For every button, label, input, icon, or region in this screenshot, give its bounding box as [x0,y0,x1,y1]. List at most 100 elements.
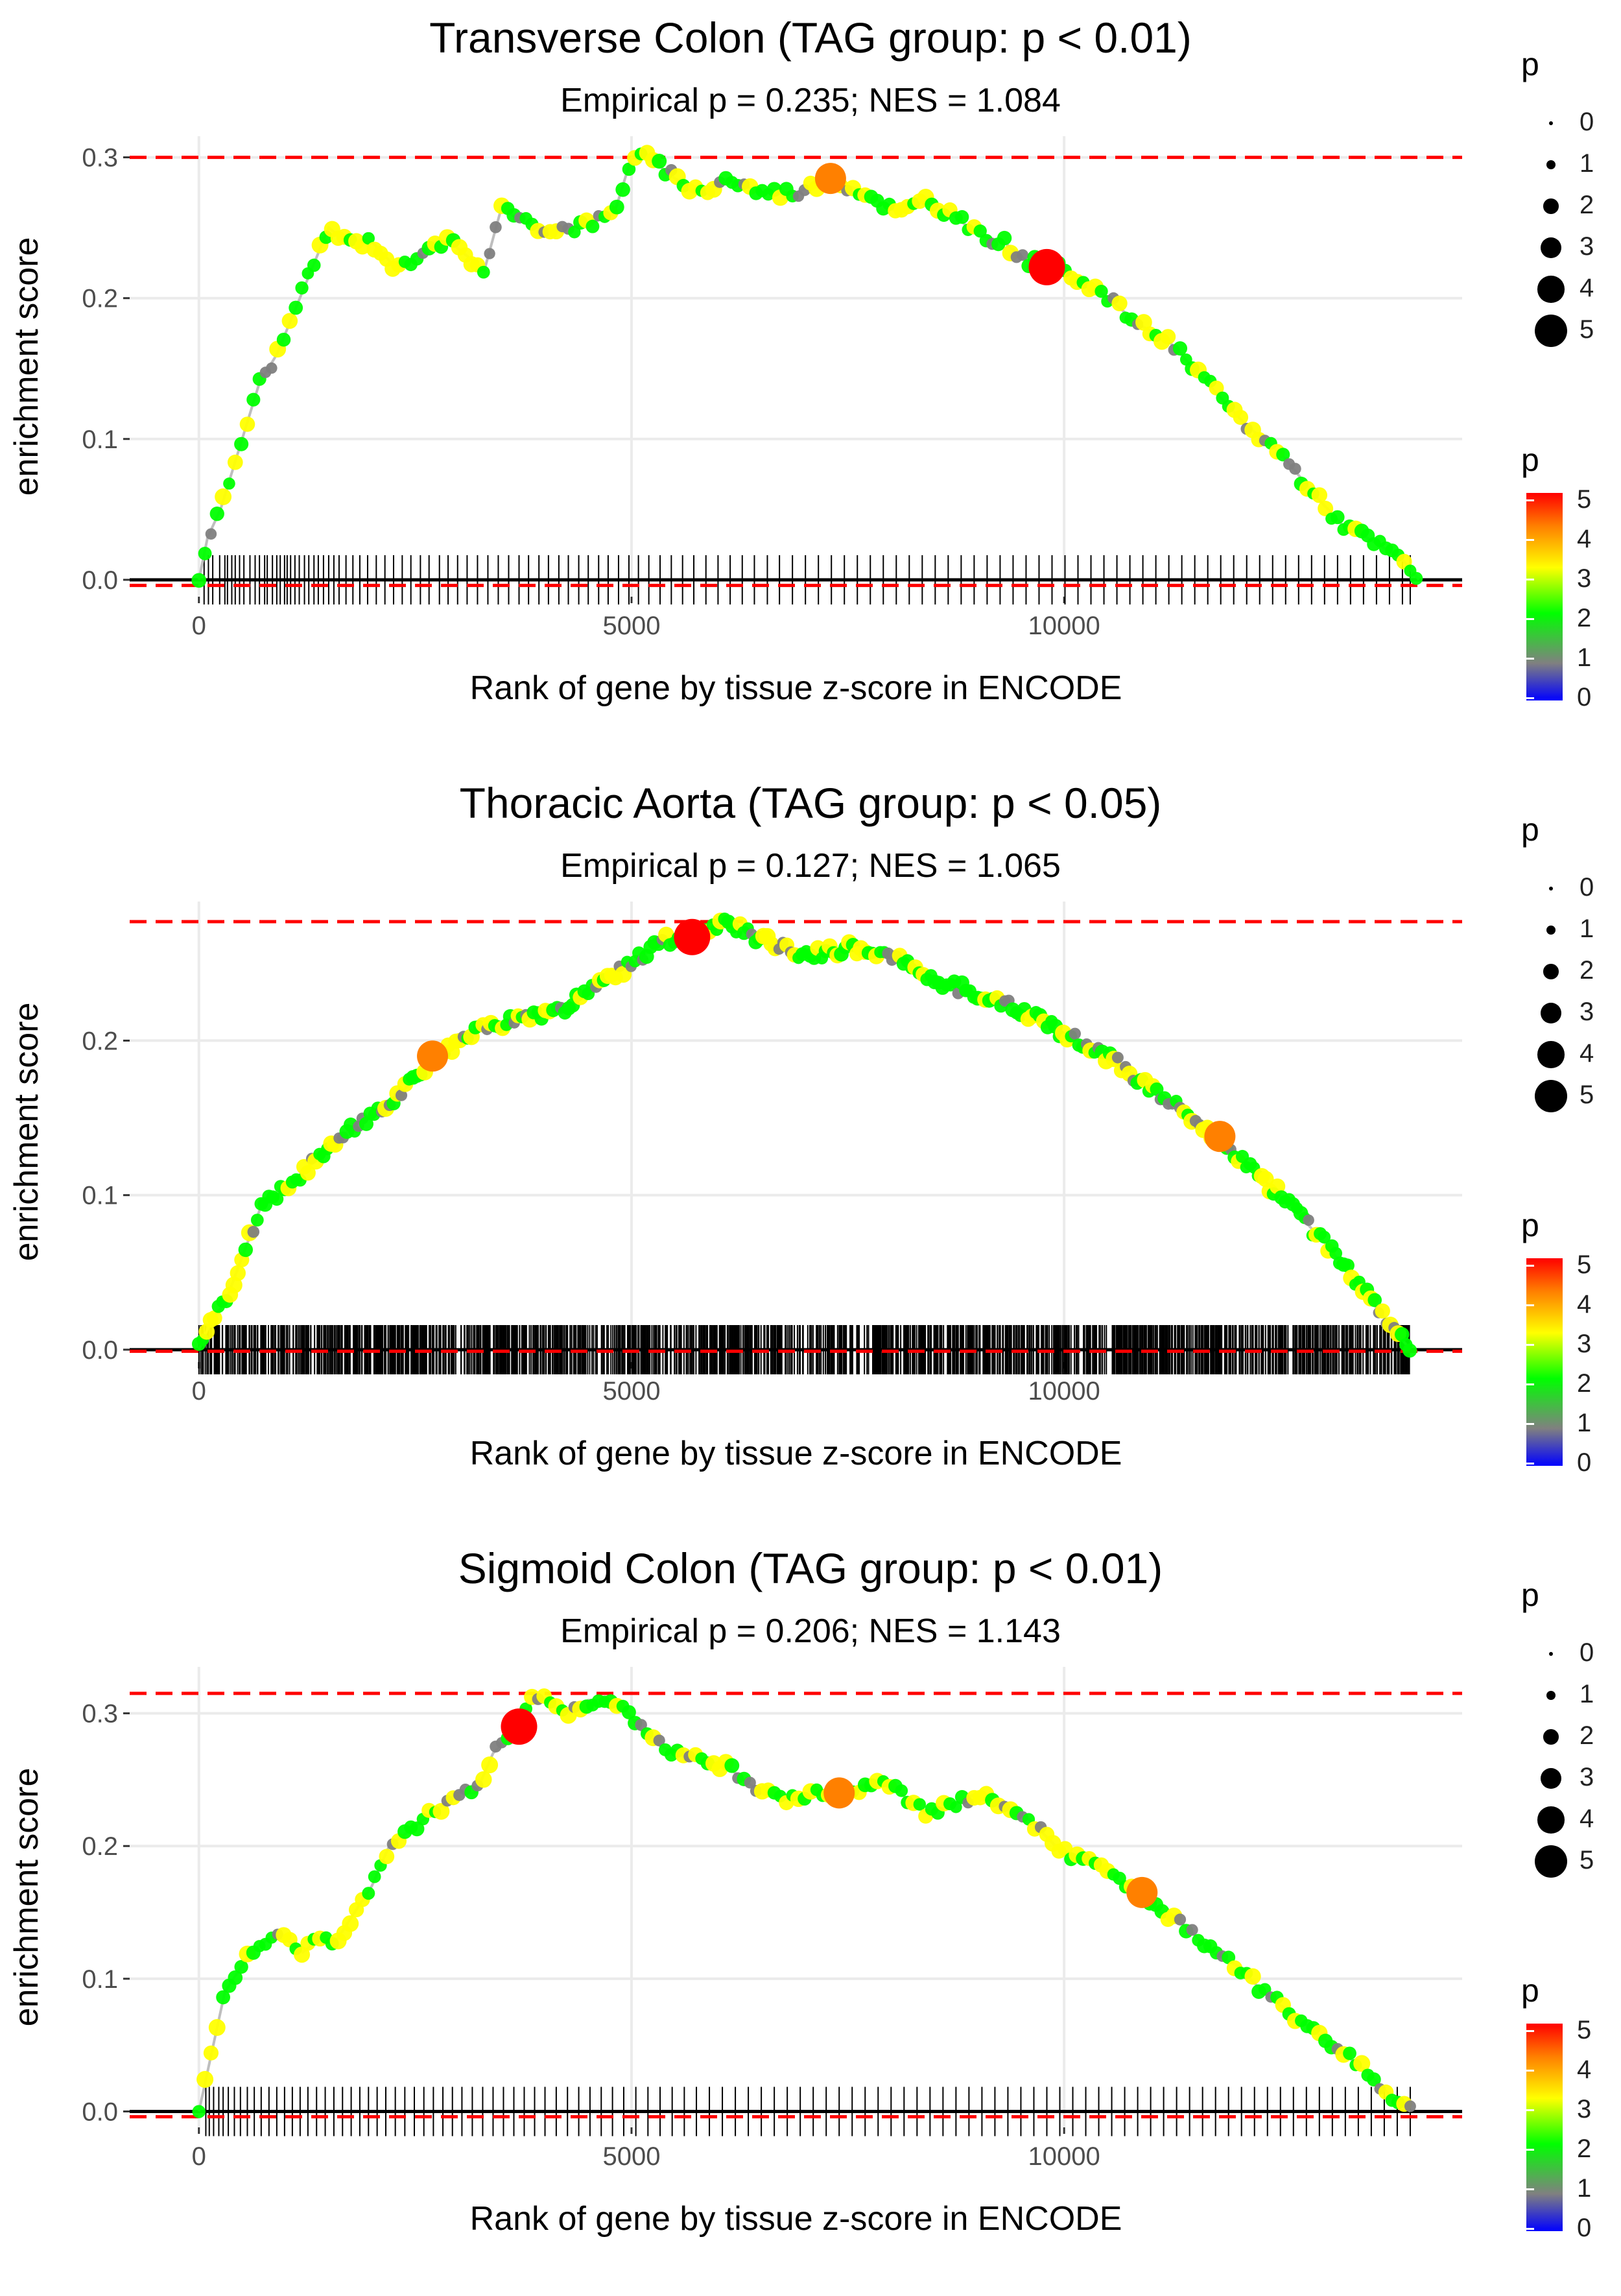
y-tick-label: 0.0 [82,2098,118,2126]
data-point [1311,487,1328,503]
data-point [203,2045,219,2061]
size-legend-label: 5 [1580,1081,1594,1109]
data-point [1318,1230,1331,1244]
size-legend-title: p [1521,46,1539,82]
y-tick-label: 0.1 [82,425,118,454]
data-point [955,209,969,224]
data-point [368,1870,381,1883]
x-tick-label: 5000 [602,612,660,640]
data-point [477,265,490,279]
data-point [586,219,600,233]
data-point [1135,314,1152,331]
points [192,1688,1416,2118]
grid-lines [130,902,1462,1362]
size-legend-dot [1549,1652,1553,1656]
data-point [342,1915,359,1932]
highlight-point [823,1777,855,1809]
data-point [1367,2072,1381,2087]
x-tick-label: 10000 [1028,1377,1100,1405]
color-legend-label: 1 [1577,2174,1592,2203]
chart-subtitle: Empirical p = 0.206; NES = 1.143 [560,1612,1061,1650]
color-legend-title: p [1521,1207,1539,1243]
color-legend-tick [1526,2109,1534,2111]
data-point [266,362,278,374]
enrichment-curve [197,1691,1412,2112]
color-legend-tick [1526,2070,1534,2072]
data-point [362,232,375,245]
data-point [1269,1178,1286,1195]
chart-panel-1: Transverse Colon (TAG group: p < 0.01) E… [0,0,1621,765]
chart-title: Thoracic Aorta (TAG group: p < 0.05) [459,779,1162,827]
size-legend-dot [1537,1041,1565,1068]
color-legend-tick [1526,1383,1534,1385]
data-point [652,153,667,169]
data-point [1057,1841,1073,1857]
plot-area: 0.0 0.1 0.2 0 5000 10000 Rank of gene by tissu… [8,902,1462,1472]
color-legend-label: 4 [1577,525,1592,553]
size-legend-label: 0 [1580,873,1594,902]
color-legend-tick [1526,2228,1534,2230]
color-legend-label: 2 [1577,2135,1592,2163]
data-point [205,528,217,540]
chart-title: Sigmoid Colon (TAG group: p < 0.01) [458,1544,1163,1592]
color-legend-tick [1526,658,1534,660]
color-legend-title: p [1521,442,1539,478]
data-point [228,1970,243,1985]
data-point [206,1310,222,1326]
data-point [724,1758,740,1773]
x-tick-label: 5000 [602,1377,660,1405]
color-legend-label: 5 [1577,1250,1592,1279]
size-legend-dot [1546,160,1556,170]
size-legend-dot [1546,925,1556,935]
size-legend-dot [1540,1767,1562,1789]
data-point [1367,1293,1382,1308]
data-point [895,1784,908,1797]
x-axis-label: Rank of gene by tissue z-score in ENCODE [470,669,1122,707]
data-point [913,1798,927,1811]
data-point [238,1242,254,1258]
enrichment-curve [197,156,1420,581]
color-legend-label: 5 [1577,485,1592,514]
data-point [1209,380,1224,396]
data-point [409,1821,425,1837]
size-legend-label: 5 [1580,315,1594,344]
color-legend-tick [1526,1304,1534,1306]
x-axis-label: Rank of gene by tissue z-score in ENCODE [470,1435,1122,1472]
data-point [294,1946,311,1963]
x-tick-label: 0 [192,612,206,640]
data-point [209,507,224,521]
data-point [276,332,291,347]
data-point [1017,249,1029,261]
data-point [239,416,255,432]
data-point [1172,341,1188,356]
data-point [973,224,987,238]
data-point [223,477,235,490]
data-point [1353,2055,1371,2072]
size-legend-dot [1535,1845,1567,1878]
color-legend-tick [1526,579,1534,580]
size-legend-label: 4 [1580,1804,1594,1833]
color-legend-tick [1526,1344,1534,1346]
color-legend-label: 0 [1577,683,1592,712]
data-point [198,546,212,560]
data-point [635,1719,647,1731]
size-legend-label: 3 [1580,232,1594,261]
data-point [300,1165,316,1181]
data-point [379,1848,395,1865]
data-point [609,199,624,215]
data-point [622,1704,636,1719]
x-axis-label: Rank of gene by tissue z-score in ENCODE [470,2200,1122,2238]
size-legend-dot [1537,276,1565,303]
data-point [208,2019,226,2036]
color-legend-tick [1526,1265,1534,1267]
data-point [1069,1027,1082,1040]
grid-lines [130,1667,1462,2127]
size-legend-dot [1549,887,1553,891]
data-point [216,1990,231,2005]
data-point [307,258,321,272]
color-legend-label: 0 [1577,2214,1592,2242]
highlight-point [1126,1876,1158,1908]
color-legend-tick [1526,499,1534,501]
data-point [234,1959,248,1974]
data-point [1404,2100,1416,2112]
